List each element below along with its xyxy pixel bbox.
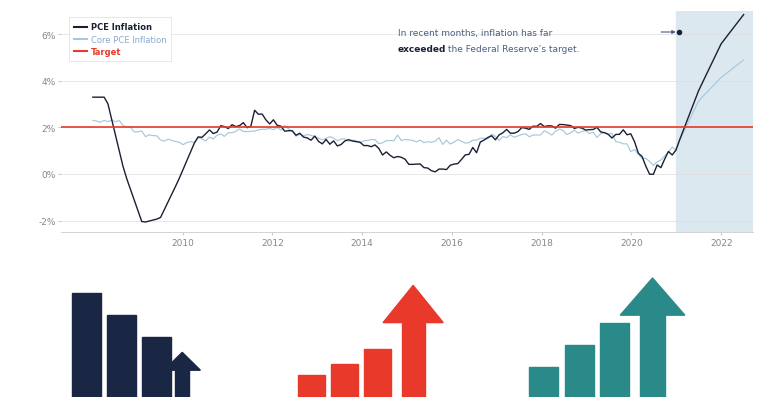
Text: In recent months, inflation has far: In recent months, inflation has far: [398, 28, 552, 37]
Polygon shape: [164, 352, 200, 370]
Bar: [331, 365, 358, 397]
Bar: [176, 370, 189, 397]
Bar: [529, 367, 558, 397]
Bar: [601, 323, 629, 397]
Bar: [71, 293, 101, 397]
Text: the Federal Reserve’s target.: the Federal Reserve’s target.: [445, 45, 580, 54]
Bar: [641, 315, 665, 397]
Bar: [298, 375, 325, 397]
Polygon shape: [383, 286, 443, 323]
Bar: [365, 350, 392, 397]
Text: exceeded: exceeded: [398, 45, 446, 54]
Polygon shape: [621, 278, 685, 315]
Bar: [142, 338, 171, 397]
Bar: [402, 323, 425, 397]
Legend: PCE Inflation, Core PCE Inflation, Target: PCE Inflation, Core PCE Inflation, Targe…: [69, 18, 171, 62]
Bar: [677, 12, 753, 233]
Bar: [564, 345, 594, 397]
Bar: [107, 315, 136, 397]
